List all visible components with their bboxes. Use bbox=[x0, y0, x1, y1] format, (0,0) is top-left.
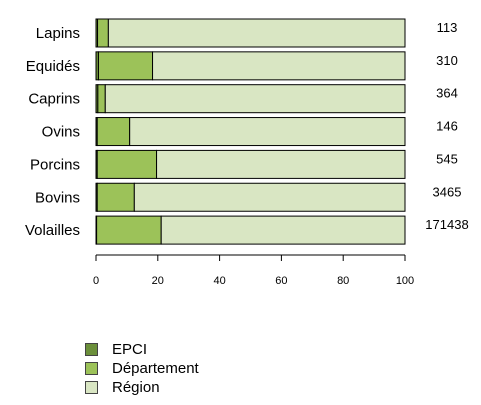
legend-swatch-epci bbox=[85, 343, 98, 356]
category-label-volailles: Volailles bbox=[25, 222, 80, 239]
total-label-volailles: 171438 bbox=[425, 217, 468, 232]
bar-region-volailles bbox=[160, 215, 406, 245]
bar-region-equides bbox=[152, 51, 406, 81]
total-label-equides: 310 bbox=[436, 53, 458, 68]
bar-region-bovins bbox=[133, 182, 406, 212]
legend-label-epci: EPCI bbox=[112, 341, 148, 358]
legend-item-epci: EPCI bbox=[85, 340, 199, 359]
bar-region-porcins bbox=[156, 149, 406, 179]
x-tick-label-100: 100 bbox=[396, 275, 414, 287]
x-tick-label-60: 60 bbox=[275, 275, 287, 287]
bar-departement-bovins bbox=[96, 182, 135, 212]
total-label-porcins: 545 bbox=[436, 151, 458, 166]
x-tick-label-0: 0 bbox=[93, 275, 99, 287]
bar-departement-caprins bbox=[97, 84, 106, 114]
x-tick-label-20: 20 bbox=[152, 275, 164, 287]
legend-label-region: Région bbox=[112, 379, 160, 396]
category-label-caprins: Caprins bbox=[28, 91, 80, 108]
category-label-lapins: Lapins bbox=[36, 25, 80, 42]
legend-swatch-departement bbox=[85, 362, 98, 375]
bar-departement-equides bbox=[97, 51, 154, 81]
total-labels: 113 310 364 146 545 3465 171438 bbox=[425, 20, 468, 232]
category-labels: Lapins Equidés Caprins Ovins Porcins Bovins Vo… bbox=[25, 25, 80, 239]
total-label-caprins: 364 bbox=[436, 86, 458, 101]
bar-departement-porcins bbox=[96, 149, 158, 179]
x-axis: 0 20 40 60 80 100 bbox=[93, 254, 414, 287]
legend-item-departement: Département bbox=[85, 359, 199, 378]
bar-departement-lapins bbox=[97, 18, 109, 48]
total-label-lapins: 113 bbox=[437, 20, 458, 35]
legend: EPCI Département Région bbox=[85, 340, 199, 397]
x-tick-label-80: 80 bbox=[337, 275, 349, 287]
bar-region-caprins bbox=[104, 84, 406, 114]
x-tick-label-40: 40 bbox=[213, 275, 225, 287]
bars-layer bbox=[95, 18, 406, 245]
category-label-equides: Equidés bbox=[26, 58, 80, 75]
legend-item-region: Région bbox=[85, 378, 199, 397]
bar-departement-volailles bbox=[96, 215, 162, 245]
total-label-bovins: 3465 bbox=[433, 184, 462, 199]
legend-label-departement: Département bbox=[112, 360, 199, 377]
total-label-ovins: 146 bbox=[436, 119, 458, 134]
category-label-bovins: Bovins bbox=[35, 189, 80, 206]
legend-swatch-region bbox=[85, 381, 98, 394]
bar-departement-ovins bbox=[96, 117, 131, 147]
category-label-ovins: Ovins bbox=[42, 124, 80, 141]
bar-region-ovins bbox=[129, 117, 406, 147]
category-label-porcins: Porcins bbox=[30, 156, 80, 173]
bar-region-lapins bbox=[107, 18, 406, 48]
